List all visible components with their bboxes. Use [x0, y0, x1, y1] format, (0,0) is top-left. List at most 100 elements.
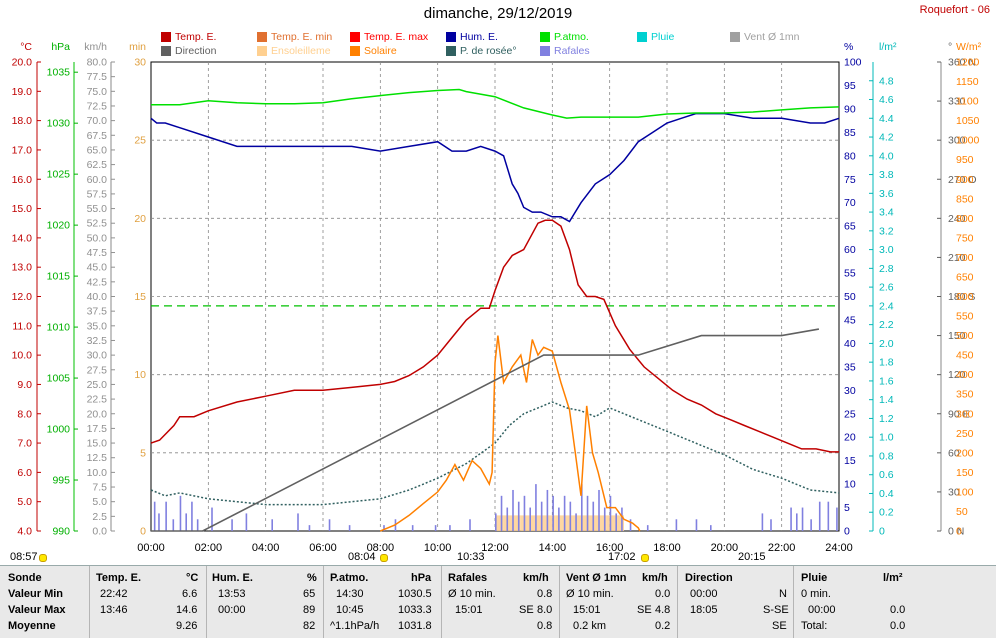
- tick-label-rain: 0.4: [879, 488, 894, 500]
- tick-label-temp: 13.0: [12, 262, 33, 274]
- rain-min-label: 0 min.: [801, 588, 831, 600]
- legend-item: Pluie: [637, 31, 674, 43]
- sunshine-bar: [512, 515, 521, 531]
- rafales-bar: [581, 484, 583, 531]
- tick-label-solar: 750: [956, 232, 974, 244]
- rafales-bar: [297, 513, 299, 531]
- tick-label-solar: 300: [956, 408, 974, 420]
- tick-label-press: 990: [52, 526, 70, 538]
- tick-label-press: 1035: [47, 67, 71, 79]
- tick-label-temp: 20.0: [12, 57, 33, 69]
- tick-label-temp: 15.0: [12, 203, 33, 215]
- rafales-bar: [383, 525, 385, 531]
- press-min-value: 1030.5: [398, 588, 432, 600]
- tick-label-solar: 400: [956, 369, 974, 381]
- x-tick-label: 00:00: [137, 542, 165, 554]
- legend-swatch: [161, 32, 171, 42]
- stats-table: Sonde Temp. E. °C Hum. E. % P.atmo. hPa …: [0, 565, 996, 638]
- rafales-bar: [517, 501, 520, 531]
- rafales-bar: [710, 525, 712, 531]
- sunshine-bar: [563, 515, 573, 531]
- tick-label-solar: 250: [956, 428, 974, 440]
- axis-unit-sun: min: [129, 41, 146, 53]
- legend-item: P. de rosée°: [446, 45, 517, 57]
- x-tick-label: 10:00: [424, 542, 452, 554]
- rafales-bar: [153, 501, 156, 531]
- x-tick-label: 24:00: [825, 542, 853, 554]
- line-layer: [150, 88, 840, 532]
- tick-label-sun: 20: [134, 213, 146, 225]
- grid: [151, 62, 839, 531]
- x-tick-label: 06:00: [309, 542, 337, 554]
- legend-swatch: [446, 32, 456, 42]
- header-hum: Hum. E.: [212, 572, 253, 584]
- tick-label-hum: 60: [844, 244, 856, 256]
- rafales-bar: [598, 489, 600, 531]
- tick-label-dir: 360 N: [948, 57, 976, 69]
- header-rain-unit: l/m²: [883, 572, 903, 584]
- temp-max-time: 13:46: [100, 604, 128, 616]
- rafales-bar: [603, 507, 606, 531]
- legend-swatch: [161, 46, 171, 56]
- rafales-bar: [836, 507, 838, 531]
- tick-label-temp: 6.0: [17, 467, 32, 479]
- temp-min-value: 6.6: [182, 588, 198, 600]
- tick-label-solar: 50: [956, 506, 968, 518]
- rafales-bar: [796, 513, 798, 531]
- tick-label-wind: 40.0: [87, 291, 108, 303]
- rafales-bar: [621, 507, 623, 531]
- rafales-bar: [675, 519, 678, 531]
- tick-label-wind: 25.0: [87, 379, 108, 391]
- x-tick-label: 14:00: [539, 542, 567, 554]
- legend-label: P. de rosée°: [460, 45, 517, 57]
- tick-label-solar: 1150: [956, 76, 979, 88]
- legend-item: Hum. E.: [446, 31, 498, 43]
- x-tick-label: 18:00: [653, 542, 681, 554]
- rain-max-value: 0.0: [890, 604, 906, 616]
- bar-layer: [153, 484, 838, 531]
- tick-label-rain: 1.2: [879, 413, 894, 425]
- press-avg-value: 1031.8: [398, 620, 432, 632]
- rafales-bar: [552, 495, 554, 531]
- col-sep: [559, 566, 560, 638]
- tick-label-wind: 52.5: [87, 218, 108, 230]
- tick-label-dir: 210: [948, 252, 966, 264]
- gust-max-dir: SE: [519, 604, 534, 616]
- stats-avg-row: Moyenne 9.26 82 ^1.1hPa/h 1031.8 0.8 0.2…: [0, 620, 996, 636]
- tick-label-hum: 80: [844, 150, 856, 162]
- legend-swatch: [637, 32, 647, 42]
- rafales-bar: [575, 513, 577, 531]
- tick-label-wind: 30.0: [87, 350, 108, 362]
- tick-label-dir: 30: [948, 486, 960, 498]
- tick-label-sun: 15: [134, 291, 146, 303]
- tick-label-dir: 300: [948, 135, 966, 147]
- header-temp: Temp. E.: [96, 572, 142, 584]
- tick-label-press: 995: [52, 475, 70, 487]
- rafales-bar: [646, 525, 649, 531]
- wind-min-value: 0.0: [655, 588, 671, 600]
- tick-label-temp: 12.0: [12, 291, 33, 303]
- tick-label-press: 1015: [47, 271, 71, 283]
- tick-label-rain: 1.8: [879, 357, 894, 369]
- tick-label-wind: 15.0: [87, 438, 108, 450]
- tick-label-dir: 330: [948, 96, 966, 108]
- tick-label-rain: 3.0: [879, 244, 894, 256]
- hum-min-value: 65: [303, 588, 316, 600]
- rafales-bar: [592, 501, 595, 531]
- legend-swatch: [540, 32, 550, 42]
- rafales-bar: [569, 501, 572, 531]
- tick-label-press: 1000: [47, 424, 71, 436]
- rafales-bar: [695, 519, 698, 531]
- tick-label-hum: 65: [844, 221, 856, 233]
- legend-label: Pluie: [651, 31, 675, 43]
- tick-label-wind: 35.0: [87, 320, 108, 332]
- temp-min-time: 22:42: [100, 588, 128, 600]
- tick-label-temp: 8.0: [17, 408, 32, 420]
- press-min-time: 14:30: [336, 588, 364, 600]
- tick-label-rain: 2.0: [879, 338, 894, 350]
- tick-label-temp: 16.0: [12, 174, 33, 186]
- tick-label-wind: 10.0: [87, 467, 108, 479]
- tick-label-press: 1010: [47, 322, 71, 334]
- tick-label-press: 1005: [47, 373, 71, 385]
- tick-label-temp: 18.0: [12, 115, 33, 127]
